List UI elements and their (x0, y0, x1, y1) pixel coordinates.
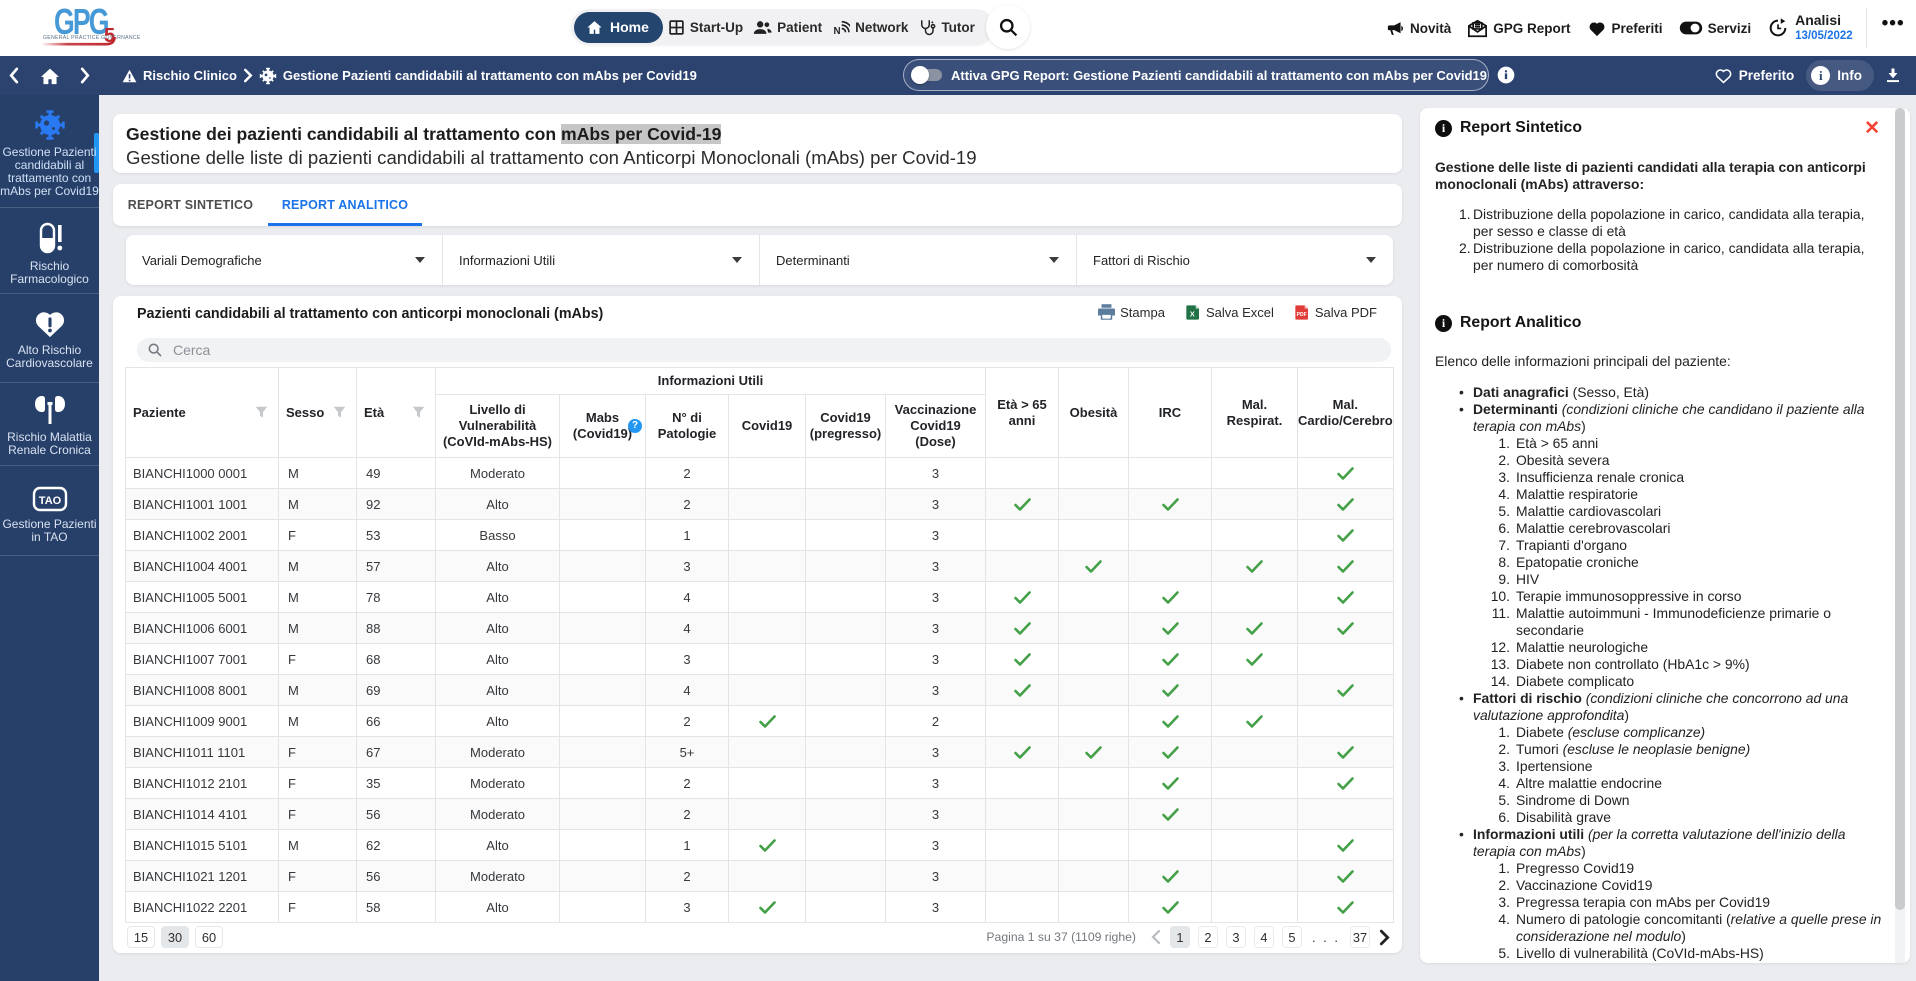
svg-text:TAO: TAO (38, 495, 61, 507)
svg-text:X: X (1190, 310, 1195, 319)
svg-text:N: N (834, 26, 841, 36)
svg-text:PDF: PDF (1297, 312, 1307, 318)
